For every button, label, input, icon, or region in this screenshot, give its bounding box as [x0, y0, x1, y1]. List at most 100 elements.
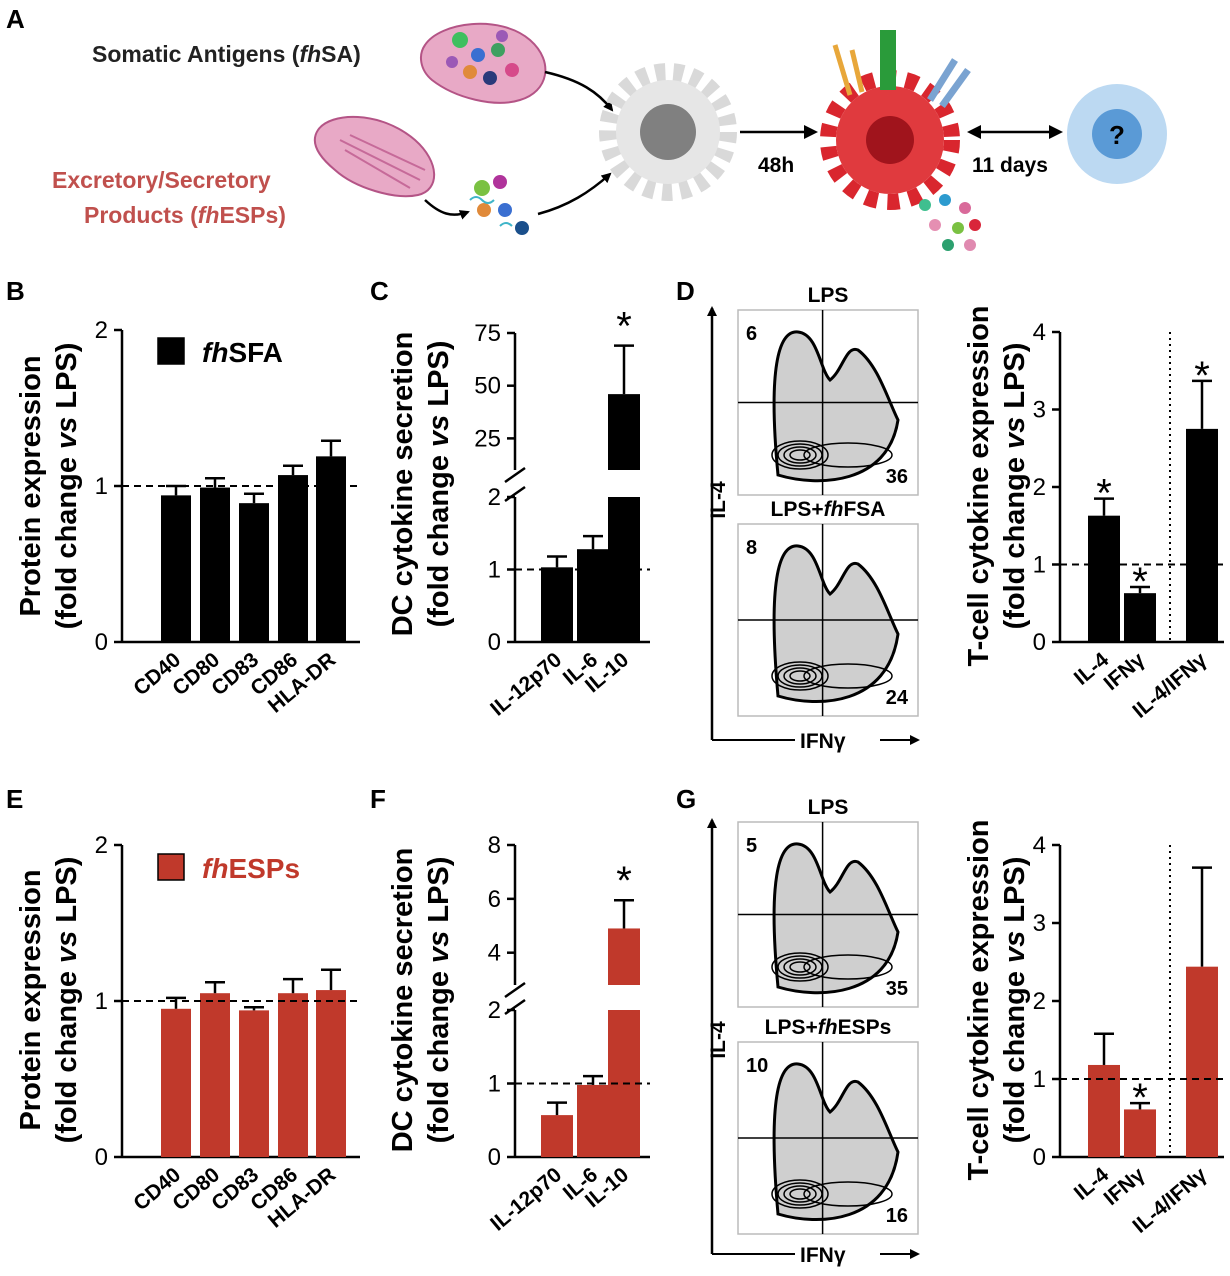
bar-cd86 — [278, 475, 308, 642]
flow-title-d-top: LPS — [808, 284, 849, 307]
y-tick-label: 4 — [1033, 832, 1046, 859]
legend-swatch — [157, 337, 185, 365]
unknown-outcome: ? — [1109, 120, 1125, 150]
y-label-part: vs — [423, 415, 455, 447]
y-tick-label: 1 — [488, 1071, 501, 1098]
y-label-line1: DC cytokine secretion — [387, 848, 419, 1153]
bar-hla-dr — [316, 456, 346, 642]
flow-title-part: LPS+ — [765, 1016, 818, 1039]
flow-plot-d-top: 6 36 — [737, 309, 919, 496]
axis-break — [504, 981, 526, 999]
esp-label-line2: Products (fhESPs) — [84, 202, 286, 228]
bar-il-4 — [1088, 1064, 1120, 1157]
flow-contour-ring — [789, 1188, 811, 1200]
flow-contour-ring — [783, 1185, 817, 1203]
flow-y-label-g: IL-4 — [707, 1021, 730, 1059]
axis-break — [504, 998, 526, 1016]
bar-cd83 — [239, 503, 269, 642]
quadrant-ul-value: 6 — [746, 323, 757, 345]
panel-label-d: D — [676, 276, 695, 306]
flow-plot-d-bottom: 8 24 — [737, 523, 919, 717]
flow-plot-g-bottom: 10 16 — [737, 1041, 919, 1235]
time-48h: 48h — [758, 154, 794, 177]
x-category-label: IFNγ — [1100, 648, 1150, 695]
axis-break — [504, 485, 526, 503]
arrow-somatic-to-dc — [544, 70, 614, 112]
flow-title-part: fh — [824, 498, 844, 521]
flow-contour-ring — [803, 1181, 893, 1207]
significance-star: * — [1132, 560, 1148, 604]
y-tick-label: 0 — [95, 629, 108, 656]
significance-star: * — [1194, 354, 1210, 398]
bar-il-4 — [1088, 515, 1120, 642]
y-label-line2: (fold change vs LPS) — [423, 857, 455, 1144]
panel-label-a: A — [6, 4, 25, 34]
flow-x-label-d: IFNγ — [800, 730, 846, 753]
flow-y-label-d: IL-4 — [707, 481, 730, 519]
flow-contour-ring — [803, 954, 893, 980]
y-label-line2: (fold change vs LPS) — [423, 341, 455, 628]
y-label-part: (fold change — [51, 963, 83, 1143]
legend-label: fhSFA — [202, 337, 283, 368]
y-tick-label: 1 — [95, 473, 108, 500]
flow-contour-ring — [771, 661, 829, 691]
flow-contour-ring — [783, 667, 817, 685]
flow-title-part: ESPs — [838, 1016, 892, 1039]
y-tick-label: 6 — [488, 886, 501, 913]
schematic: Somatic Antigens (fhSA) Excretory/Secret… — [52, 22, 1167, 251]
y-label-part: LPS) — [999, 343, 1031, 417]
y-tick-label: 2 — [1033, 474, 1046, 501]
y-tick-label: 0 — [1033, 1144, 1046, 1171]
y-tick-label: 25 — [474, 425, 501, 452]
immature-dc-icon — [599, 63, 737, 201]
bar-il-4-ifn- — [1186, 966, 1218, 1157]
flow-contour-ring — [803, 663, 893, 689]
y-tick-label: 2 — [95, 317, 108, 344]
arrow-molecules-to-dc — [537, 172, 612, 216]
flow-contour-ring — [789, 961, 811, 973]
bar-cd40 — [161, 1008, 191, 1157]
y-tick-label: 2 — [95, 832, 108, 859]
y-label-line1: Protein expression — [15, 869, 47, 1130]
bar-il-10-upper — [608, 394, 640, 470]
bar-cd80 — [200, 993, 230, 1157]
y-label-part: (fold change — [999, 963, 1031, 1143]
y-label-line2: (fold change vs LPS) — [51, 857, 83, 1144]
y-tick-label: 0 — [488, 629, 501, 656]
bar-il-4-ifn- — [1186, 428, 1218, 642]
panel-label-c: C — [370, 276, 389, 306]
quadrant-lr-value: 36 — [886, 466, 908, 488]
mature-dc-icon — [820, 30, 981, 251]
y-label-line2: (fold change vs LPS) — [999, 343, 1031, 630]
y-label-line1: T-cell cytokine expression — [963, 305, 995, 666]
y-label-line2: (fold change vs LPS) — [999, 857, 1031, 1144]
y-label-line1: Protein expression — [15, 355, 47, 616]
flow-title-g-bottom: LPS+fhESPs — [765, 1016, 892, 1039]
bar-cd40 — [161, 495, 191, 642]
y-tick-label: 0 — [1033, 629, 1046, 656]
panel-label-g: G — [676, 784, 696, 814]
y-tick-label: 0 — [95, 1144, 108, 1171]
y-tick-label: 3 — [1033, 397, 1046, 424]
y-tick-label: 4 — [488, 940, 501, 967]
y-tick-label: 3 — [1033, 910, 1046, 937]
legend-part: ESPs — [228, 853, 300, 884]
y-tick-label: 1 — [1033, 1066, 1046, 1093]
y-axis-label-b: Protein expression (fold change vs LPS) — [15, 343, 83, 630]
time-11-days: 11 days — [972, 154, 1048, 177]
y-label-part: LPS) — [423, 857, 455, 931]
bar-il-6 — [577, 549, 609, 642]
somatic-antigens-label: Somatic Antigens (fhSA) — [92, 41, 361, 67]
esp-label-line1: Excretory/Secretory — [52, 167, 271, 193]
bar-il-12p70 — [541, 1115, 573, 1157]
bar-ifn- — [1124, 593, 1156, 642]
y-tick-label: 50 — [474, 373, 501, 400]
quadrant-ul-value: 8 — [746, 537, 757, 559]
panel-label-b: B — [6, 276, 25, 306]
quadrant-lr-value: 24 — [886, 687, 909, 709]
y-tick-label: 4 — [1033, 319, 1046, 346]
y-axis-label-g: T-cell cytokine expression (fold change v… — [963, 819, 1031, 1180]
y-tick-label: 2 — [1033, 988, 1046, 1015]
